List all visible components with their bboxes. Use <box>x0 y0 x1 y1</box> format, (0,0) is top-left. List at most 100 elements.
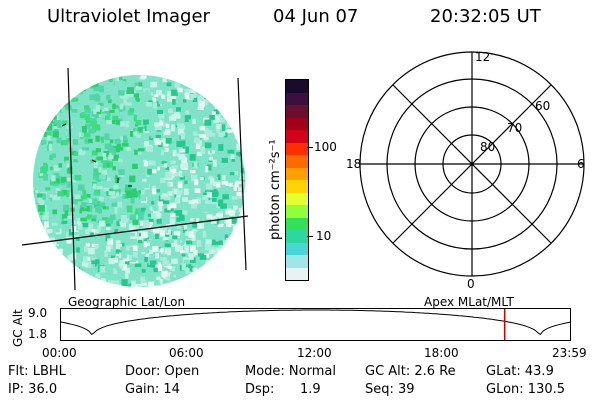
image-pixel <box>39 212 44 216</box>
colorbar-stripe <box>286 155 308 168</box>
image-pixel <box>214 265 221 271</box>
image-pixel <box>201 268 206 272</box>
image-pixel <box>154 140 162 145</box>
image-pixel <box>205 239 212 245</box>
image-pixel <box>72 199 77 204</box>
image-pixel <box>145 108 151 114</box>
image-pixel <box>232 243 238 250</box>
image-pixel <box>223 132 228 138</box>
image-pixel <box>78 242 84 247</box>
image-pixel <box>66 283 72 287</box>
image-pixel <box>120 121 125 127</box>
image-pixel <box>169 266 175 271</box>
image-pixel <box>84 206 90 212</box>
image-pixel <box>217 174 221 180</box>
image-pixel <box>152 90 156 95</box>
image-pixel <box>102 118 108 125</box>
image-pixel <box>65 264 70 270</box>
image-pixel <box>122 193 129 199</box>
image-pixel <box>212 181 217 187</box>
image-pixel <box>207 164 212 171</box>
image-pixel <box>163 122 169 127</box>
image-pixel <box>97 225 101 232</box>
image-pixel <box>211 220 217 224</box>
orbit-ylabel: GC Alt <box>11 309 25 347</box>
image-pixel <box>174 188 179 194</box>
image-pixel <box>224 275 229 281</box>
image-pixel <box>85 117 91 124</box>
image-pixel <box>108 154 114 160</box>
image-pixel <box>113 280 120 284</box>
image-pixel <box>176 118 183 126</box>
image-pixel <box>179 118 186 125</box>
image-pixel <box>40 167 46 174</box>
image-pixel <box>142 179 147 183</box>
image-pixel <box>216 181 221 188</box>
image-pixel <box>102 153 107 160</box>
mlt-label-18: 18 <box>346 157 361 171</box>
image-pixel <box>71 100 77 105</box>
image-pixel <box>66 169 73 173</box>
image-pixel <box>236 191 242 197</box>
image-pixel <box>177 123 185 129</box>
image-pixel <box>203 267 208 272</box>
image-pixel <box>152 205 158 210</box>
image-pixel <box>85 123 91 129</box>
image-pixel <box>197 253 205 257</box>
image-pixel <box>219 104 225 112</box>
image-pixel <box>89 94 96 101</box>
image-pixel <box>184 245 189 253</box>
image-pixel <box>161 270 168 276</box>
image-pixel <box>172 109 179 116</box>
image-pixel <box>171 139 176 144</box>
image-pixel <box>67 254 74 261</box>
image-pixel <box>231 126 235 130</box>
image-pixel <box>82 147 89 151</box>
image-time: 20:32:05 UT <box>430 6 541 27</box>
image-pixel <box>59 248 63 254</box>
image-pixel <box>226 220 232 227</box>
image-pixel <box>213 191 219 196</box>
image-pixel <box>130 197 135 204</box>
lat-label-60: 60 <box>535 99 550 113</box>
image-pixel <box>237 232 245 239</box>
image-pixel <box>163 272 170 280</box>
image-pixel <box>55 188 61 193</box>
image-pixel <box>223 129 227 135</box>
image-pixel <box>139 76 146 81</box>
image-pixel <box>194 179 199 186</box>
image-pixel <box>149 97 156 103</box>
image-pixel <box>109 109 115 113</box>
image-pixel <box>169 282 175 287</box>
image-pixel <box>43 173 48 181</box>
image-pixel <box>234 252 239 256</box>
image-pixel <box>76 247 80 253</box>
image-pixel <box>220 117 226 123</box>
image-pixel <box>132 163 138 169</box>
image-pixel <box>55 272 61 278</box>
image-pixel <box>55 115 60 121</box>
image-pixel <box>35 190 39 194</box>
image-pixel <box>57 123 62 129</box>
image-pixel <box>95 205 101 213</box>
image-pixel <box>66 236 72 244</box>
image-pixel <box>76 280 83 285</box>
image-pixel <box>135 168 142 175</box>
image-pixel <box>115 243 123 250</box>
image-pixel <box>150 206 154 211</box>
image-pixel <box>162 90 169 95</box>
image-pixel <box>70 172 78 179</box>
image-pixel <box>104 135 110 141</box>
image-pixel <box>33 76 39 80</box>
image-pixel <box>192 221 199 228</box>
altitude-curve <box>60 309 572 336</box>
image-pixel <box>53 124 60 129</box>
image-pixel <box>146 124 150 131</box>
image-pixel <box>196 91 202 96</box>
lat-line <box>21 215 249 246</box>
image-pixel <box>66 260 72 267</box>
glat-status: GLat: 43.9 <box>486 364 554 379</box>
image-pixel <box>204 224 209 231</box>
image-pixel <box>188 253 196 257</box>
image-pixel <box>137 148 145 152</box>
